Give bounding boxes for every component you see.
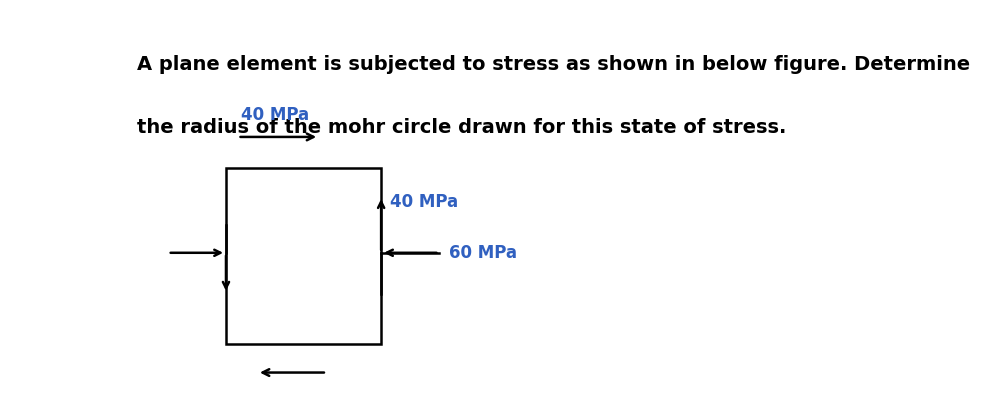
Text: 40 MPa: 40 MPa (241, 106, 309, 124)
Text: the radius of the mohr circle drawn for this state of stress.: the radius of the mohr circle drawn for … (137, 118, 786, 137)
Text: A plane element is subjected to stress as shown in below figure. Determine: A plane element is subjected to stress a… (137, 55, 970, 74)
Text: 60 MPa: 60 MPa (448, 244, 517, 262)
Text: 40 MPa: 40 MPa (390, 193, 458, 211)
Bar (226, 169, 381, 344)
